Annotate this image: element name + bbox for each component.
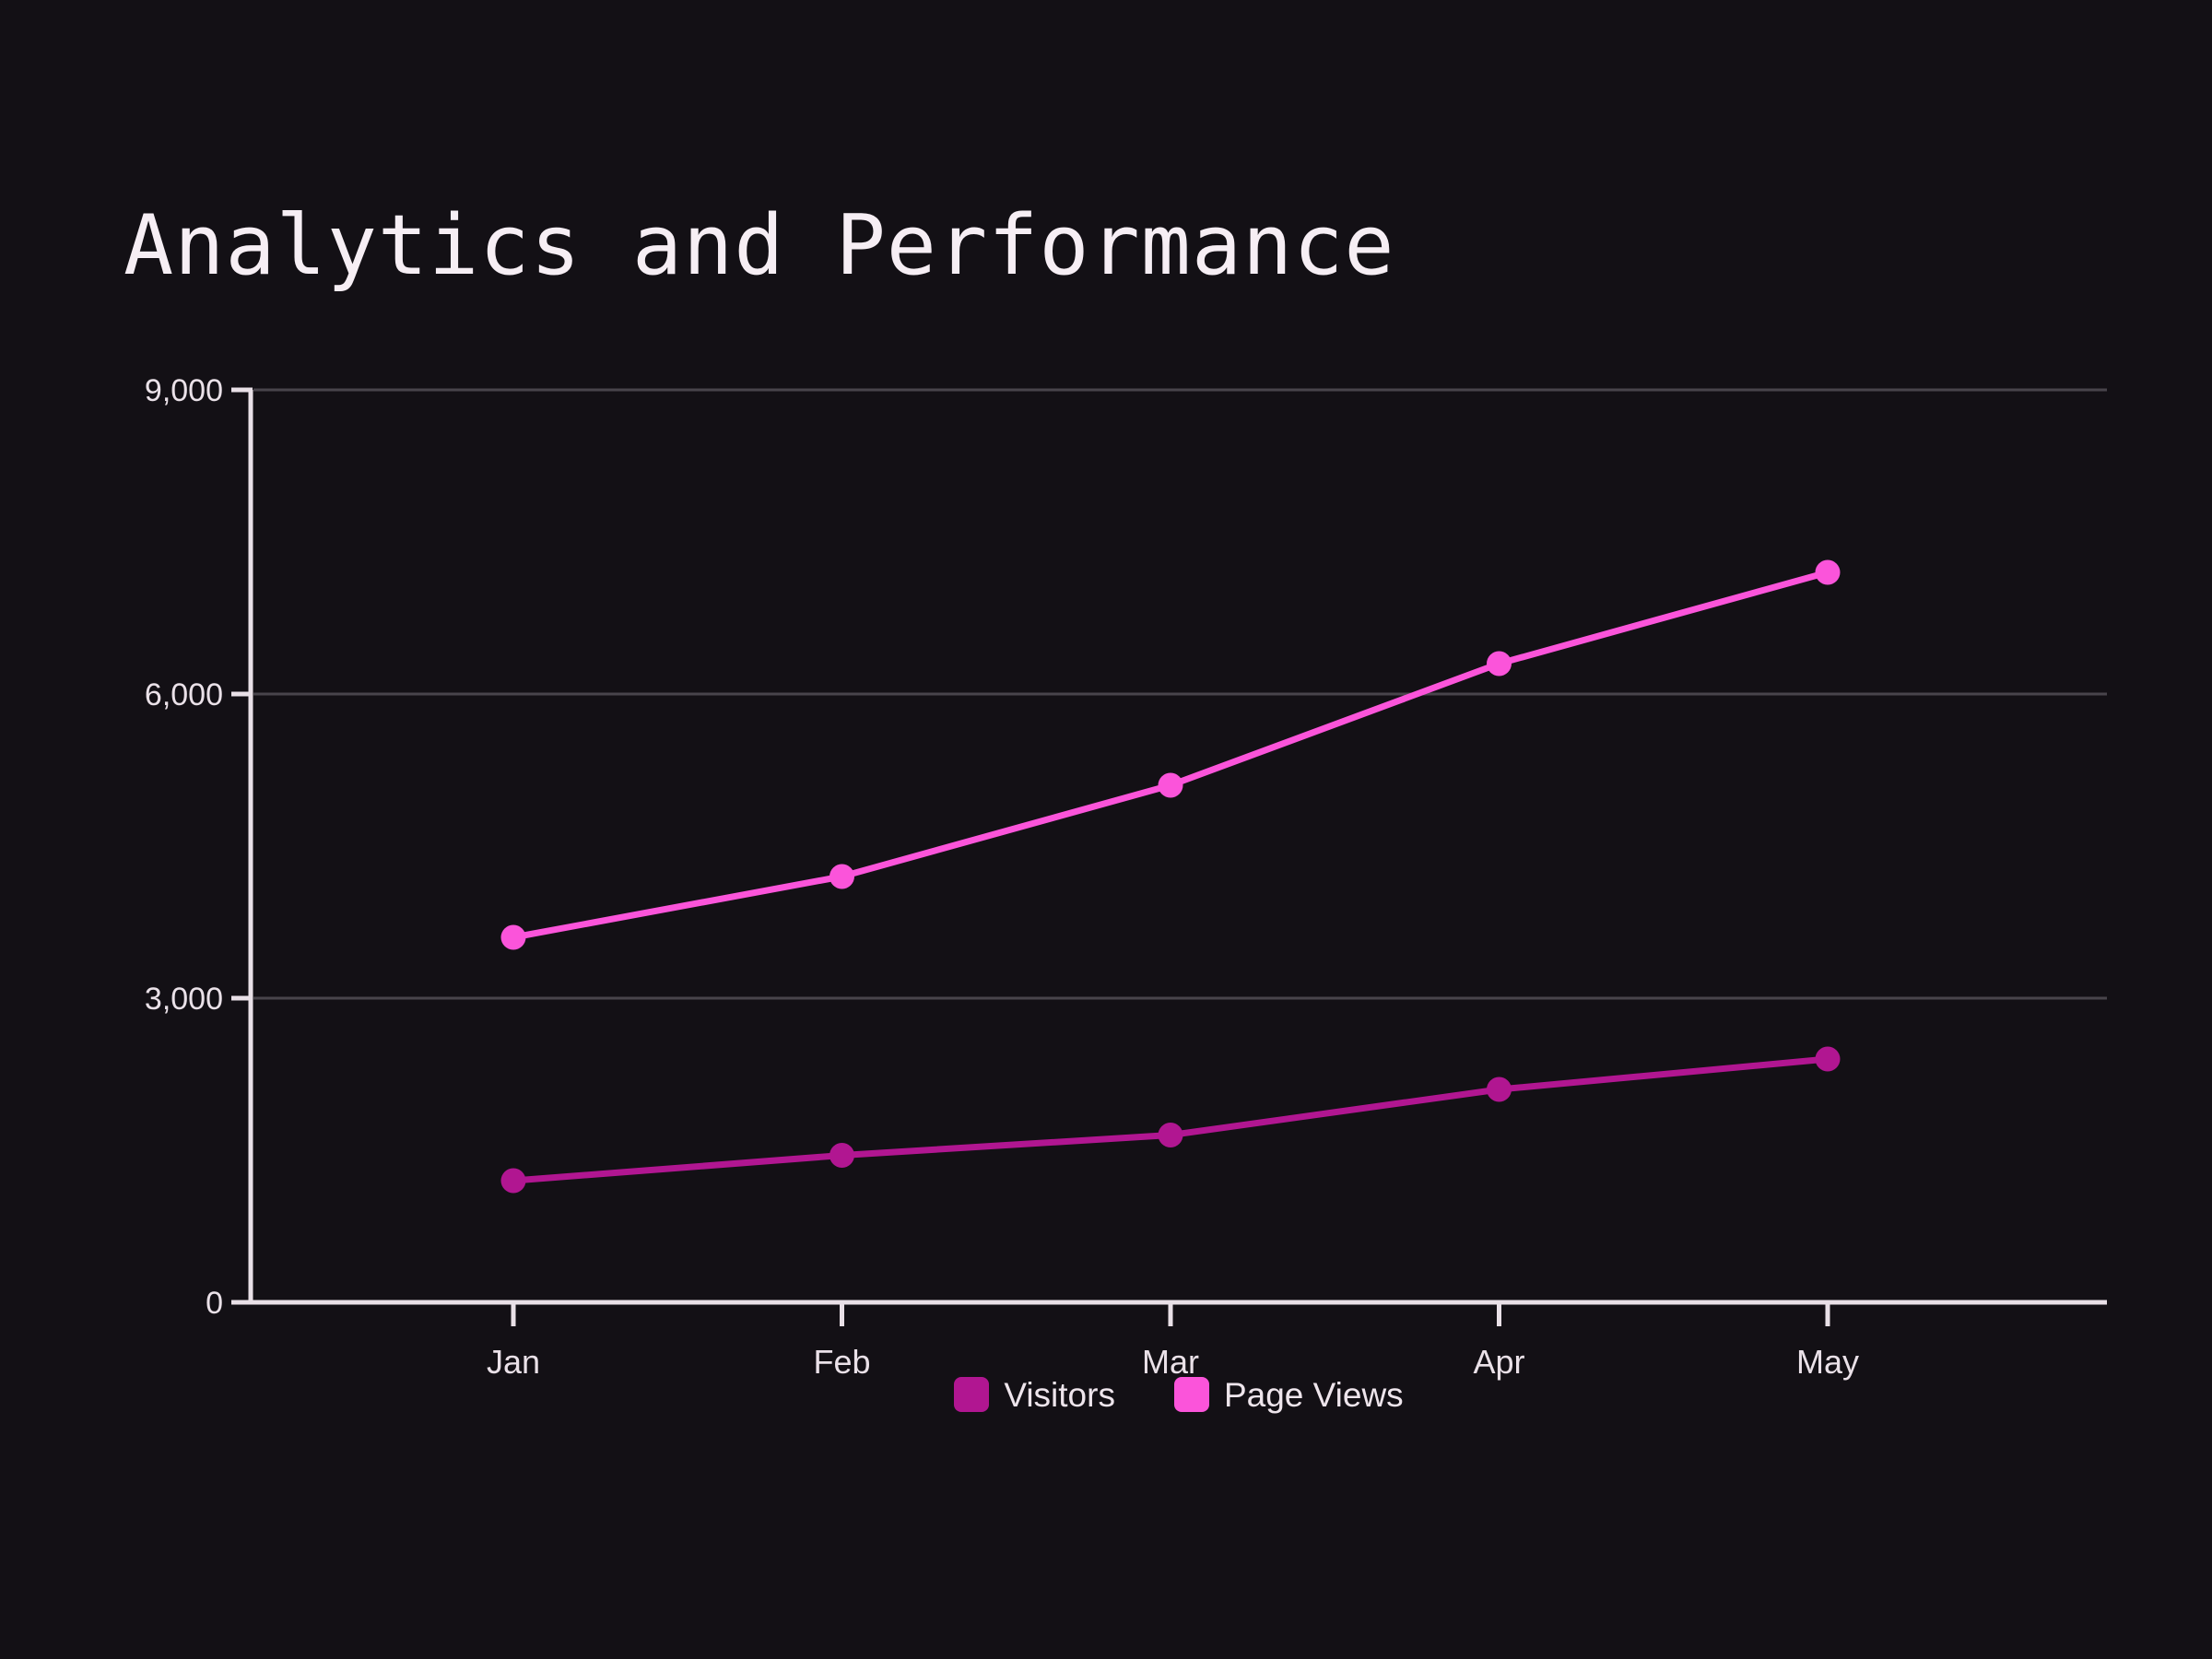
y-axis-label: 3,000 (145, 982, 223, 1017)
y-axis-label: 9,000 (145, 373, 223, 408)
page-title: Analytics and Performance (124, 197, 1395, 294)
page-views-point (1815, 559, 1841, 585)
legend-swatch-page-views (1173, 1377, 1209, 1412)
visitors-point (1815, 1046, 1841, 1072)
x-axis-label: Jan (487, 1343, 540, 1381)
page-views-line (510, 569, 1831, 941)
page-views-point (500, 924, 526, 950)
page-views-point (1487, 651, 1512, 677)
legend-label-page-views: Page Views (1223, 1375, 1404, 1414)
visitors-point (830, 1143, 854, 1168)
visitors-point (500, 1168, 526, 1194)
page-views-point (1158, 772, 1183, 798)
legend-label-visitors: Visitors (1004, 1375, 1115, 1414)
visitors-point (1487, 1077, 1512, 1102)
visitors-line (510, 1055, 1831, 1184)
legend-item-visitors[interactable]: Visitors (954, 1377, 1115, 1412)
x-axis-label: Feb (813, 1343, 870, 1381)
page-views-point (830, 864, 854, 889)
x-axis-label: Apr (1473, 1343, 1524, 1381)
visitors-point (1158, 1123, 1183, 1147)
y-axis-label: 6,000 (145, 677, 223, 712)
legend-swatch-visitors (954, 1377, 990, 1412)
chart-legend: Visitors Page Views (251, 1377, 2107, 1412)
x-axis-label: Mar (1142, 1343, 1199, 1381)
x-axis-label: May (1796, 1343, 1859, 1381)
legend-item-page-views[interactable]: Page Views (1173, 1375, 1404, 1414)
y-axis-label: 0 (206, 1286, 223, 1321)
